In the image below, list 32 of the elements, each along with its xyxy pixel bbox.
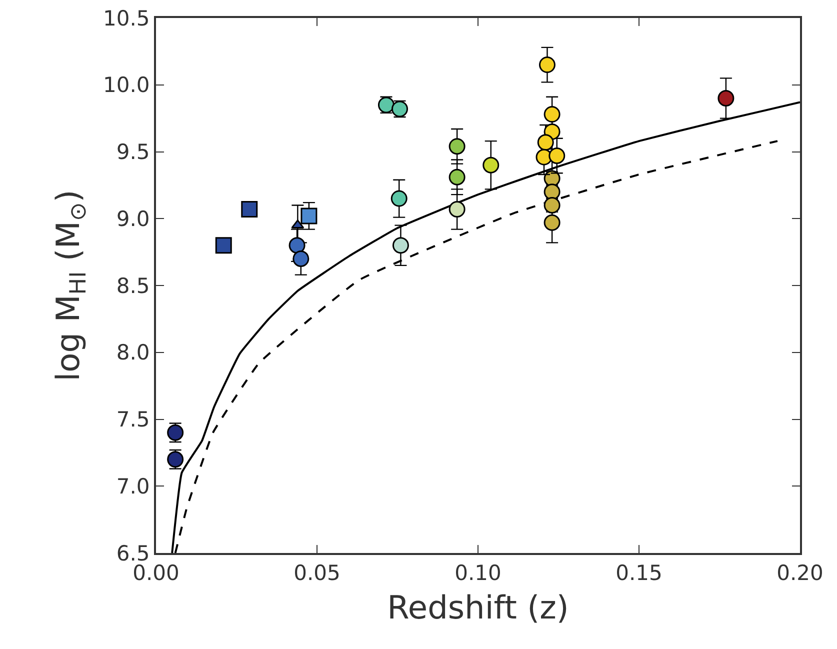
point	[392, 237, 409, 254]
point	[300, 208, 318, 224]
point	[538, 56, 556, 74]
point	[292, 250, 310, 267]
y-tick-label: 7.5	[116, 408, 150, 432]
point	[215, 237, 232, 254]
point	[544, 197, 560, 214]
point	[241, 201, 258, 218]
y-tick-label: 10.5	[103, 6, 150, 30]
x-tick-label: 0.10	[454, 561, 502, 586]
point	[448, 201, 466, 218]
point	[390, 190, 408, 207]
point	[288, 237, 306, 254]
y-tick-label: 10.0	[103, 73, 150, 98]
x-tick-label: 0.05	[294, 561, 340, 586]
point	[544, 106, 560, 123]
x-axis-title: Redshift (z)	[387, 588, 569, 627]
point	[718, 90, 734, 106]
x-tick-label: 0.20	[776, 561, 824, 586]
point	[448, 168, 466, 186]
y-tick-label: 9.5	[116, 140, 150, 164]
point	[482, 156, 500, 174]
y-tick-label: 8.5	[116, 274, 150, 298]
point	[291, 220, 304, 229]
point	[548, 148, 566, 164]
point	[544, 214, 560, 231]
point	[448, 138, 466, 155]
y-tick-label: 9.0	[116, 206, 150, 231]
y-tick-label: 7.0	[116, 474, 150, 498]
point	[537, 134, 554, 151]
y-tick-label: 8.0	[116, 340, 150, 365]
x-tick-label: 0.15	[616, 561, 662, 586]
